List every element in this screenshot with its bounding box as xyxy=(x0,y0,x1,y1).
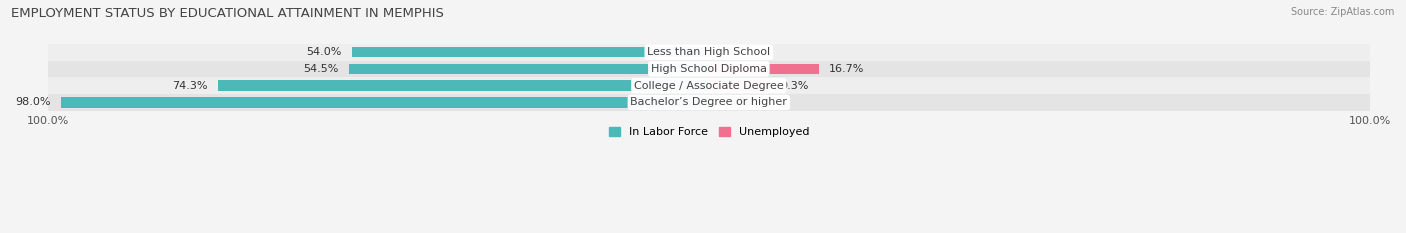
Text: 98.0%: 98.0% xyxy=(15,97,51,107)
Legend: In Labor Force, Unemployed: In Labor Force, Unemployed xyxy=(605,122,814,142)
Bar xyxy=(709,47,711,57)
Text: Bachelor’s Degree or higher: Bachelor’s Degree or higher xyxy=(630,97,787,107)
Bar xyxy=(709,97,711,108)
Text: College / Associate Degree: College / Associate Degree xyxy=(634,81,783,91)
Text: 54.0%: 54.0% xyxy=(307,47,342,57)
Bar xyxy=(60,97,709,108)
Text: 0.0%: 0.0% xyxy=(723,97,751,107)
Bar xyxy=(48,77,1369,94)
Bar xyxy=(218,80,709,91)
Text: EMPLOYMENT STATUS BY EDUCATIONAL ATTAINMENT IN MEMPHIS: EMPLOYMENT STATUS BY EDUCATIONAL ATTAINM… xyxy=(11,7,444,20)
Text: 0.0%: 0.0% xyxy=(723,47,751,57)
Bar xyxy=(709,64,820,74)
Bar xyxy=(352,47,709,57)
Text: Source: ZipAtlas.com: Source: ZipAtlas.com xyxy=(1291,7,1395,17)
Text: 9.3%: 9.3% xyxy=(780,81,808,91)
Bar xyxy=(48,61,1369,77)
Bar xyxy=(48,44,1369,61)
Bar xyxy=(48,94,1369,111)
Text: 74.3%: 74.3% xyxy=(173,81,208,91)
Text: 16.7%: 16.7% xyxy=(830,64,865,74)
Text: High School Diploma: High School Diploma xyxy=(651,64,766,74)
Bar xyxy=(349,64,709,74)
Text: 54.5%: 54.5% xyxy=(304,64,339,74)
Bar xyxy=(709,80,770,91)
Text: Less than High School: Less than High School xyxy=(647,47,770,57)
